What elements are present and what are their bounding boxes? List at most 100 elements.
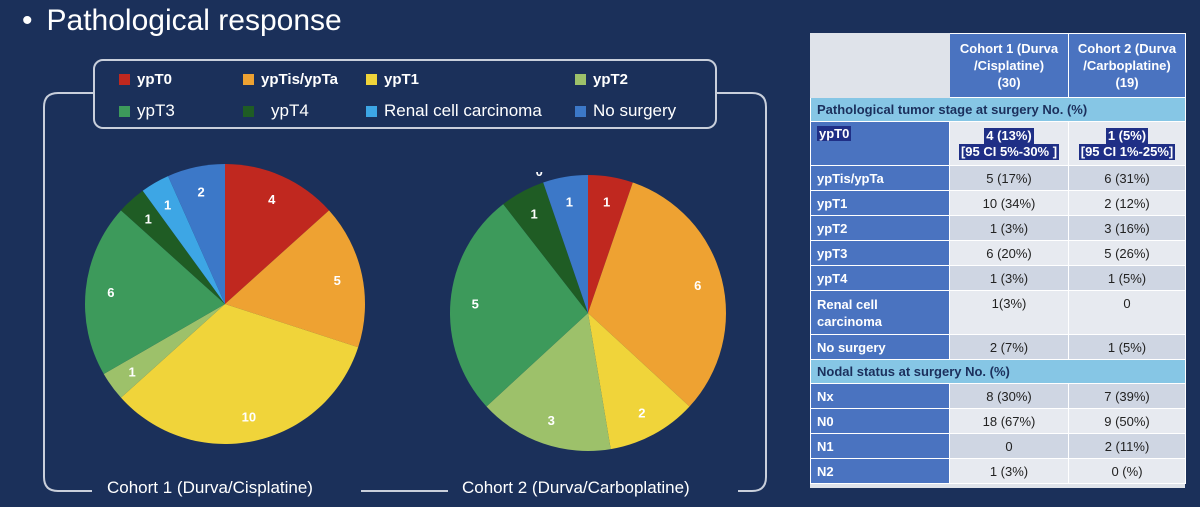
pie-slice-no-surgery: [168, 164, 225, 304]
legend-item-yptis: ypTis/ypTa: [243, 71, 338, 88]
legend-swatch: [119, 105, 130, 117]
pie-data-label: 2: [198, 185, 205, 200]
col-header-cohort2: Cohort 2 (Durva /Carboplatine) (19): [1068, 33, 1186, 98]
table-cell: 18 (67%): [949, 408, 1069, 434]
table-row: ypT2 1 (3%) 3 (16%): [810, 215, 1186, 241]
legend: ypT0 ypTis/ypTa ypT1 ypT2 ypT3 ypT4 Rena…: [93, 59, 717, 129]
table-cell: 5 (26%): [1068, 240, 1186, 266]
table-cell: 3 (16%): [1068, 215, 1186, 241]
pie-slice-ypt2: [103, 304, 225, 398]
pie-data-label: 3: [548, 413, 555, 428]
pie-data-label: 1: [145, 212, 152, 227]
table-cell: 2 (11%): [1068, 433, 1186, 459]
bullet-icon: •: [22, 4, 33, 37]
section-header-tumor-stage: Pathological tumor stage at surgery No. …: [810, 97, 1186, 122]
legend-item-renal: Renal cell carcinoma: [366, 101, 542, 121]
pie-data-label: 5: [334, 273, 341, 288]
legend-item-ypt0: ypT0: [119, 71, 172, 88]
pie-chart-cohort2: 1 6 2 3 5 1 0 1: [450, 172, 726, 451]
pie-slice-renal-cell-carcinoma: [142, 176, 225, 304]
legend-swatch: [243, 74, 254, 85]
table-row: Renal cell carcinoma 1(3%) 0: [810, 290, 1186, 335]
table-cell: 1 (5%): [1068, 334, 1186, 360]
table-cell: 5 (17%): [949, 165, 1069, 191]
pie-slice-no-surgery: [543, 175, 588, 313]
table-cell: 1 (5%): [1068, 265, 1186, 291]
pie-slice-ypt4: [120, 190, 225, 304]
pie-slice-ypt1: [588, 313, 690, 450]
table-cell: 2 (7%): [949, 334, 1069, 360]
table-cell: 1 (3%): [949, 458, 1069, 484]
legend-item-ypt4: ypT4: [243, 101, 309, 121]
pie-data-label: 1: [566, 194, 573, 209]
row-label: ypT3: [810, 240, 950, 266]
table-corner: [810, 33, 950, 98]
pie-slice-ypt4: [503, 182, 588, 313]
table-cell: 1(3%): [949, 290, 1069, 335]
legend-swatch: [119, 74, 130, 85]
row-label: No surgery: [810, 334, 950, 360]
pie-slice-ypt0: [588, 175, 633, 313]
table-cell: 6 (31%): [1068, 165, 1186, 191]
table-row: N1 0 2 (11%): [810, 433, 1186, 459]
table-cell: 2 (12%): [1068, 190, 1186, 216]
pie-data-label: 1: [164, 198, 171, 213]
table-row: Nx 8 (30%) 7 (39%): [810, 383, 1186, 409]
table-row: N2 1 (3%) 0 (%): [810, 458, 1186, 484]
table-cell: 10 (34%): [949, 190, 1069, 216]
table-cell: 8 (30%): [949, 383, 1069, 409]
row-label: N0: [810, 408, 950, 434]
cohort2-label: Cohort 2 (Durva/Carboplatine): [462, 478, 690, 497]
table-cell: 0 (%): [1068, 458, 1186, 484]
pie-data-label: 6: [107, 285, 114, 300]
pie-data-label: 1: [129, 364, 136, 379]
cohort1-label: Cohort 1 (Durva/Cisplatine): [107, 478, 313, 497]
pie-data-label: 5: [472, 297, 479, 312]
table-row: No surgery 2 (7%) 1 (5%): [810, 334, 1186, 360]
slide-title: • Pathological response: [22, 4, 342, 38]
table-cell: 1 (3%): [949, 265, 1069, 291]
row-label: ypT1: [810, 190, 950, 216]
row-label: ypTis/ypTa: [810, 165, 950, 191]
row-label: Nx: [810, 383, 950, 409]
pie-slice-ypt3: [84, 210, 225, 374]
table-row: ypT4 1 (3%) 1 (5%): [810, 265, 1186, 291]
pie-slice-ypt2: [486, 313, 611, 451]
chart-frame: [43, 92, 767, 492]
row-label-ypt0: ypT0: [810, 121, 950, 166]
legend-swatch: [366, 74, 377, 85]
table-cell: 0: [1068, 290, 1186, 335]
results-table: Cohort 1 (Durva /Cisplatine) (30) Cohort…: [810, 33, 1186, 488]
cell-ypt0-cohort2: 1 (5%) [95 CI 1%-25%]: [1068, 121, 1186, 166]
table-cell: 9 (50%): [1068, 408, 1186, 434]
pie-data-label: 6: [694, 278, 701, 293]
pie-data-label: 10: [242, 409, 256, 424]
pie-data-label: 1: [531, 206, 538, 221]
pie-slice-yptis-ypta: [588, 182, 726, 407]
pie-data-label: 4: [268, 192, 276, 207]
pie-slice-ypt1: [120, 304, 359, 444]
row-label-renal: Renal cell carcinoma: [810, 290, 950, 335]
pie-data-label: 1: [603, 194, 610, 209]
table-cell: 6 (20%): [949, 240, 1069, 266]
table-row: ypT1 10 (34%) 2 (12%): [810, 190, 1186, 216]
row-label: N2: [810, 458, 950, 484]
table-cell: 0: [949, 433, 1069, 459]
legend-item-no-surgery: No surgery: [575, 101, 676, 121]
table-cell: 7 (39%): [1068, 383, 1186, 409]
pie-slice-ypt3: [450, 204, 588, 407]
table-cell: 1 (3%): [949, 215, 1069, 241]
table-row: ypTis/ypTa 5 (17%) 6 (31%): [810, 165, 1186, 191]
table-row: ypT3 6 (20%) 5 (26%): [810, 240, 1186, 266]
legend-item-ypt3: ypT3: [119, 101, 175, 121]
pie-slice-ypt0: [225, 164, 330, 304]
row-label: N1: [810, 433, 950, 459]
pie-data-label: 2: [638, 406, 645, 421]
section-header-nodal: Nodal status at surgery No. (%): [810, 359, 1186, 384]
slide-title-text: Pathological response: [46, 4, 342, 37]
pie-data-label: 0: [536, 172, 543, 179]
row-label: ypT4: [810, 265, 950, 291]
legend-swatch: [366, 105, 377, 117]
cell-ypt0-cohort1: 4 (13%) [95 CI 5%-30% ]: [949, 121, 1069, 166]
